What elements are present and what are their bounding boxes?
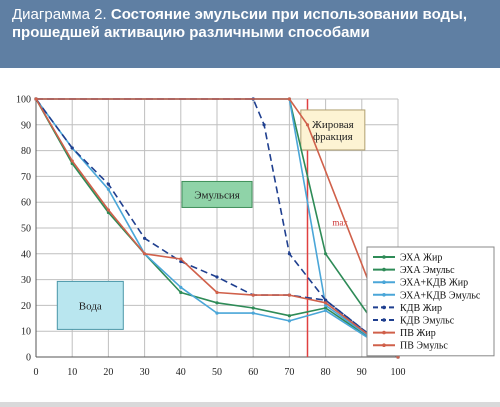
legend-marker-5 xyxy=(382,318,386,322)
axes xyxy=(35,99,398,358)
data-point-6-1 xyxy=(287,97,291,101)
series-group xyxy=(34,97,400,359)
legend-marker-4 xyxy=(382,305,386,310)
data-point-7-2 xyxy=(106,208,110,212)
x-tick-label-9: 90 xyxy=(357,367,367,378)
data-point-7-8 xyxy=(324,301,328,305)
data-point-1-5 xyxy=(215,301,219,305)
data-point-7-3 xyxy=(143,252,147,256)
annotation-box-2 xyxy=(56,280,124,330)
annotation-text-0: Жировая фракция xyxy=(312,119,354,143)
data-point-7-5 xyxy=(215,290,219,295)
data-point-2-3 xyxy=(324,303,328,307)
data-point-3-8 xyxy=(324,308,328,313)
x-tick-label-3: 30 xyxy=(140,367,150,378)
legend-marker-3 xyxy=(382,293,386,297)
legend-marker-2 xyxy=(382,280,386,284)
data-point-0-2 xyxy=(324,252,328,256)
y-tick-label-10: 100 xyxy=(16,95,31,106)
x-tick-label-4: 40 xyxy=(176,367,186,378)
line-chart: 0 10 20 30 40 50 60 70 80 90 100 0 10 20 30 40 50 60 70 80 9… xyxy=(0,68,500,402)
y-tick-label-6: 60 xyxy=(21,198,31,209)
annotation-box-1 xyxy=(181,180,253,208)
data-point-5-2 xyxy=(106,182,110,186)
x-tick-label-10: 100 xyxy=(391,367,406,378)
x-tick-label-8: 80 xyxy=(321,367,331,378)
annotations: Жировая фракция Эмульсия Вода max xyxy=(56,99,366,357)
chart-heading: Диаграмма 2. Состояние эмульсии при испо… xyxy=(12,6,488,42)
data-point-1-7 xyxy=(287,314,291,318)
chart-heading-lead: Диаграмма 2. xyxy=(12,6,107,23)
annotation-text-3: max xyxy=(332,217,348,227)
annotation-text-1: Эмульсия xyxy=(194,189,240,201)
data-point-4-2 xyxy=(262,123,266,127)
x-tick-label-6: 60 xyxy=(248,367,258,378)
y-tick-label-9: 90 xyxy=(21,120,31,131)
data-point-5-8 xyxy=(324,298,328,302)
legend-marker-0 xyxy=(382,255,386,259)
series-line-5 xyxy=(35,98,399,358)
legend-label-7: ПВ Эмульс xyxy=(400,341,448,352)
data-point-7-0 xyxy=(34,97,38,101)
legend-label-4: КДВ Жир xyxy=(400,303,442,314)
y-tick-label-2: 20 xyxy=(21,301,31,312)
y-tick-label-8: 80 xyxy=(21,146,31,157)
data-point-1-8 xyxy=(324,306,328,310)
series-line-6 xyxy=(36,98,399,358)
data-point-3-4 xyxy=(179,285,183,289)
legend-marker-1 xyxy=(382,267,386,272)
chart-area: 0 10 20 30 40 50 60 70 80 90 100 0 10 20 30 40 50 60 70 80 9… xyxy=(0,68,500,402)
y-tick-label-5: 50 xyxy=(21,224,31,235)
data-point-7-4 xyxy=(179,257,183,261)
y-tick-label-7: 70 xyxy=(21,172,31,183)
legend-label-1: ЭХА Эмульс xyxy=(400,265,455,276)
legend-box xyxy=(366,246,495,357)
legend-marker-6 xyxy=(382,330,386,335)
data-point-7-6 xyxy=(251,293,255,297)
y-tick-label-1: 10 xyxy=(21,327,31,338)
y-tick-label-3: 30 xyxy=(21,275,31,286)
series-line-3 xyxy=(35,98,399,358)
data-point-3-2 xyxy=(106,187,110,191)
legend-label-2: ЭХА+КДВ Жир xyxy=(400,278,468,289)
data-point-6-2 xyxy=(305,123,310,127)
data-point-5-5 xyxy=(215,275,219,279)
x-tick-label-2: 20 xyxy=(103,367,113,378)
data-point-3-7 xyxy=(287,319,291,323)
legend-label-5: КДВ Эмульс xyxy=(400,316,455,327)
legend-marker-7 xyxy=(382,343,386,348)
data-point-1-4 xyxy=(179,290,183,295)
annotation-box-0 xyxy=(300,109,366,151)
x-tick-label-0: 0 xyxy=(34,367,39,378)
x-tick-label-5: 50 xyxy=(212,367,222,378)
chart-heading-text: Состояние эмульсии при использовании вод… xyxy=(12,6,468,41)
data-point-3-6 xyxy=(251,311,255,315)
data-point-7-1 xyxy=(70,159,74,163)
data-point-3-5 xyxy=(215,311,219,315)
data-point-5-1 xyxy=(70,146,74,150)
x-tick-label-7: 70 xyxy=(284,367,294,378)
legend-label-3: ЭХА+КДВ Эмульс xyxy=(400,290,481,301)
legend-label-6: ПВ Жир xyxy=(400,328,436,339)
series-line-1 xyxy=(35,98,399,358)
data-point-7-7 xyxy=(287,293,291,297)
y-tick-label-0: 0 xyxy=(26,353,31,364)
x-tick-label-1: 10 xyxy=(67,367,77,378)
legend-label-0: ЭХА Жир xyxy=(400,253,442,264)
data-point-4-3 xyxy=(287,252,291,256)
data-point-5-3 xyxy=(143,236,147,240)
header-bar: Диаграмма 2. Состояние эмульсии при испо… xyxy=(0,0,500,68)
data-point-1-6 xyxy=(251,306,255,310)
tick-labels: 0 10 20 30 40 50 60 70 80 90 100 0 10 20 30 40 50 60 70 80 9… xyxy=(16,95,406,379)
series-line-7 xyxy=(35,98,399,358)
annotation-text-2: Вода xyxy=(79,300,102,312)
y-tick-label-4: 40 xyxy=(21,249,31,260)
